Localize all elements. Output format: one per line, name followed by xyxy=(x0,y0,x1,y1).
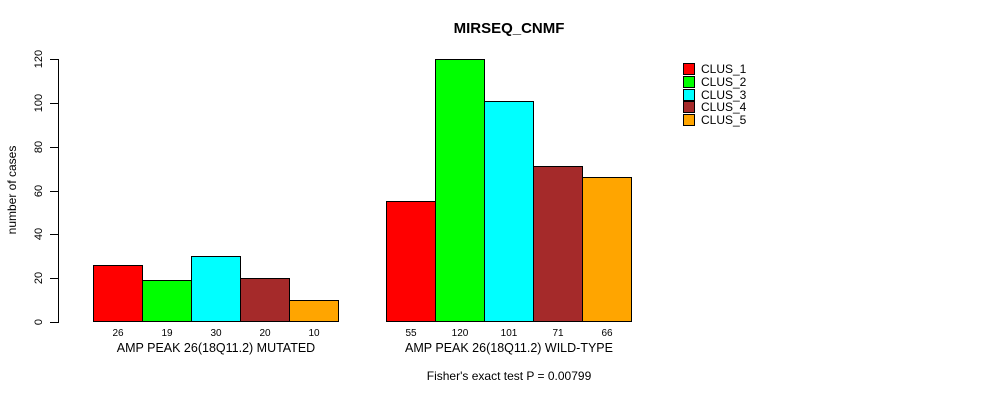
bar-value-label: 71 xyxy=(552,328,564,339)
legend-item: CLUS_2 xyxy=(683,74,747,89)
bar-value-label: 19 xyxy=(161,328,173,339)
bar-clus_2-group2 xyxy=(435,59,485,322)
bar-clus_5-group2 xyxy=(582,177,632,322)
fishers-test-annotation: Fisher's exact test P = 0.00799 xyxy=(426,369,592,383)
group-label: AMP PEAK 26(18Q11.2) WILD-TYPE xyxy=(405,341,613,355)
legend-item: CLUS_5 xyxy=(683,113,747,128)
legend-label: CLUS_2 xyxy=(701,74,747,89)
y-axis-tick xyxy=(50,190,58,192)
bar-clus_5-group1 xyxy=(289,300,339,322)
y-axis-line xyxy=(58,59,59,323)
bar-value-label: 30 xyxy=(210,328,222,339)
legend-swatch-clus_5 xyxy=(683,114,695,127)
legend-swatch-clus_4 xyxy=(683,101,695,114)
legend-label: CLUS_3 xyxy=(701,87,747,102)
y-axis-tick xyxy=(50,278,58,280)
bar-clus_3-group2 xyxy=(484,100,534,322)
bar-clus_1-group2 xyxy=(386,201,436,322)
bar-value-label: 101 xyxy=(500,328,518,339)
legend-item: CLUS_4 xyxy=(683,100,747,115)
y-axis-tick-label: 0 xyxy=(33,318,45,326)
y-axis-tick xyxy=(50,59,58,60)
legend-label: CLUS_1 xyxy=(701,62,747,76)
y-axis-tick-label: 60 xyxy=(33,184,45,197)
bar-value-label: 26 xyxy=(112,328,124,339)
bar-value-label: 66 xyxy=(601,328,613,339)
y-axis-tick-label: 120 xyxy=(33,49,45,69)
legend-swatch-clus_1 xyxy=(683,63,695,75)
bar-value-label: 20 xyxy=(259,328,271,339)
legend: CLUS_1 CLUS_2 CLUS_3 CLUS_4 CLUS_5 xyxy=(683,63,746,127)
legend-swatch-clus_3 xyxy=(683,88,695,101)
bar-clus_1-group1 xyxy=(93,265,143,322)
group-label: AMP PEAK 26(18Q11.2) MUTATED xyxy=(116,341,316,355)
legend-label: CLUS_4 xyxy=(701,100,747,115)
bar-value-label: 55 xyxy=(405,328,417,339)
bar-value-label: 120 xyxy=(451,328,469,339)
bar-clus_3-group1 xyxy=(191,256,241,322)
legend-item: CLUS_3 xyxy=(683,87,747,102)
legend-label: CLUS_5 xyxy=(701,113,747,128)
y-axis-tick xyxy=(50,322,58,323)
chart-title: MIRSEQ_CNMF xyxy=(453,20,565,37)
y-axis-tick-label: 80 xyxy=(33,140,45,153)
y-axis-tick xyxy=(50,234,58,236)
y-axis-tick-label: 100 xyxy=(33,93,45,113)
bar-clus_4-group1 xyxy=(240,278,290,322)
legend-swatch-clus_2 xyxy=(683,75,695,88)
y-axis-tick xyxy=(50,102,58,104)
bar-value-label: 10 xyxy=(308,328,320,339)
legend-item: CLUS_1 xyxy=(683,63,746,75)
y-axis-label: number of cases xyxy=(5,145,19,235)
y-axis-tick xyxy=(50,146,58,148)
bar-clus_4-group2 xyxy=(533,166,583,322)
y-axis-tick-label: 40 xyxy=(33,228,45,241)
bar-clus_2-group1 xyxy=(142,280,192,322)
y-axis-tick-label: 20 xyxy=(33,272,45,285)
